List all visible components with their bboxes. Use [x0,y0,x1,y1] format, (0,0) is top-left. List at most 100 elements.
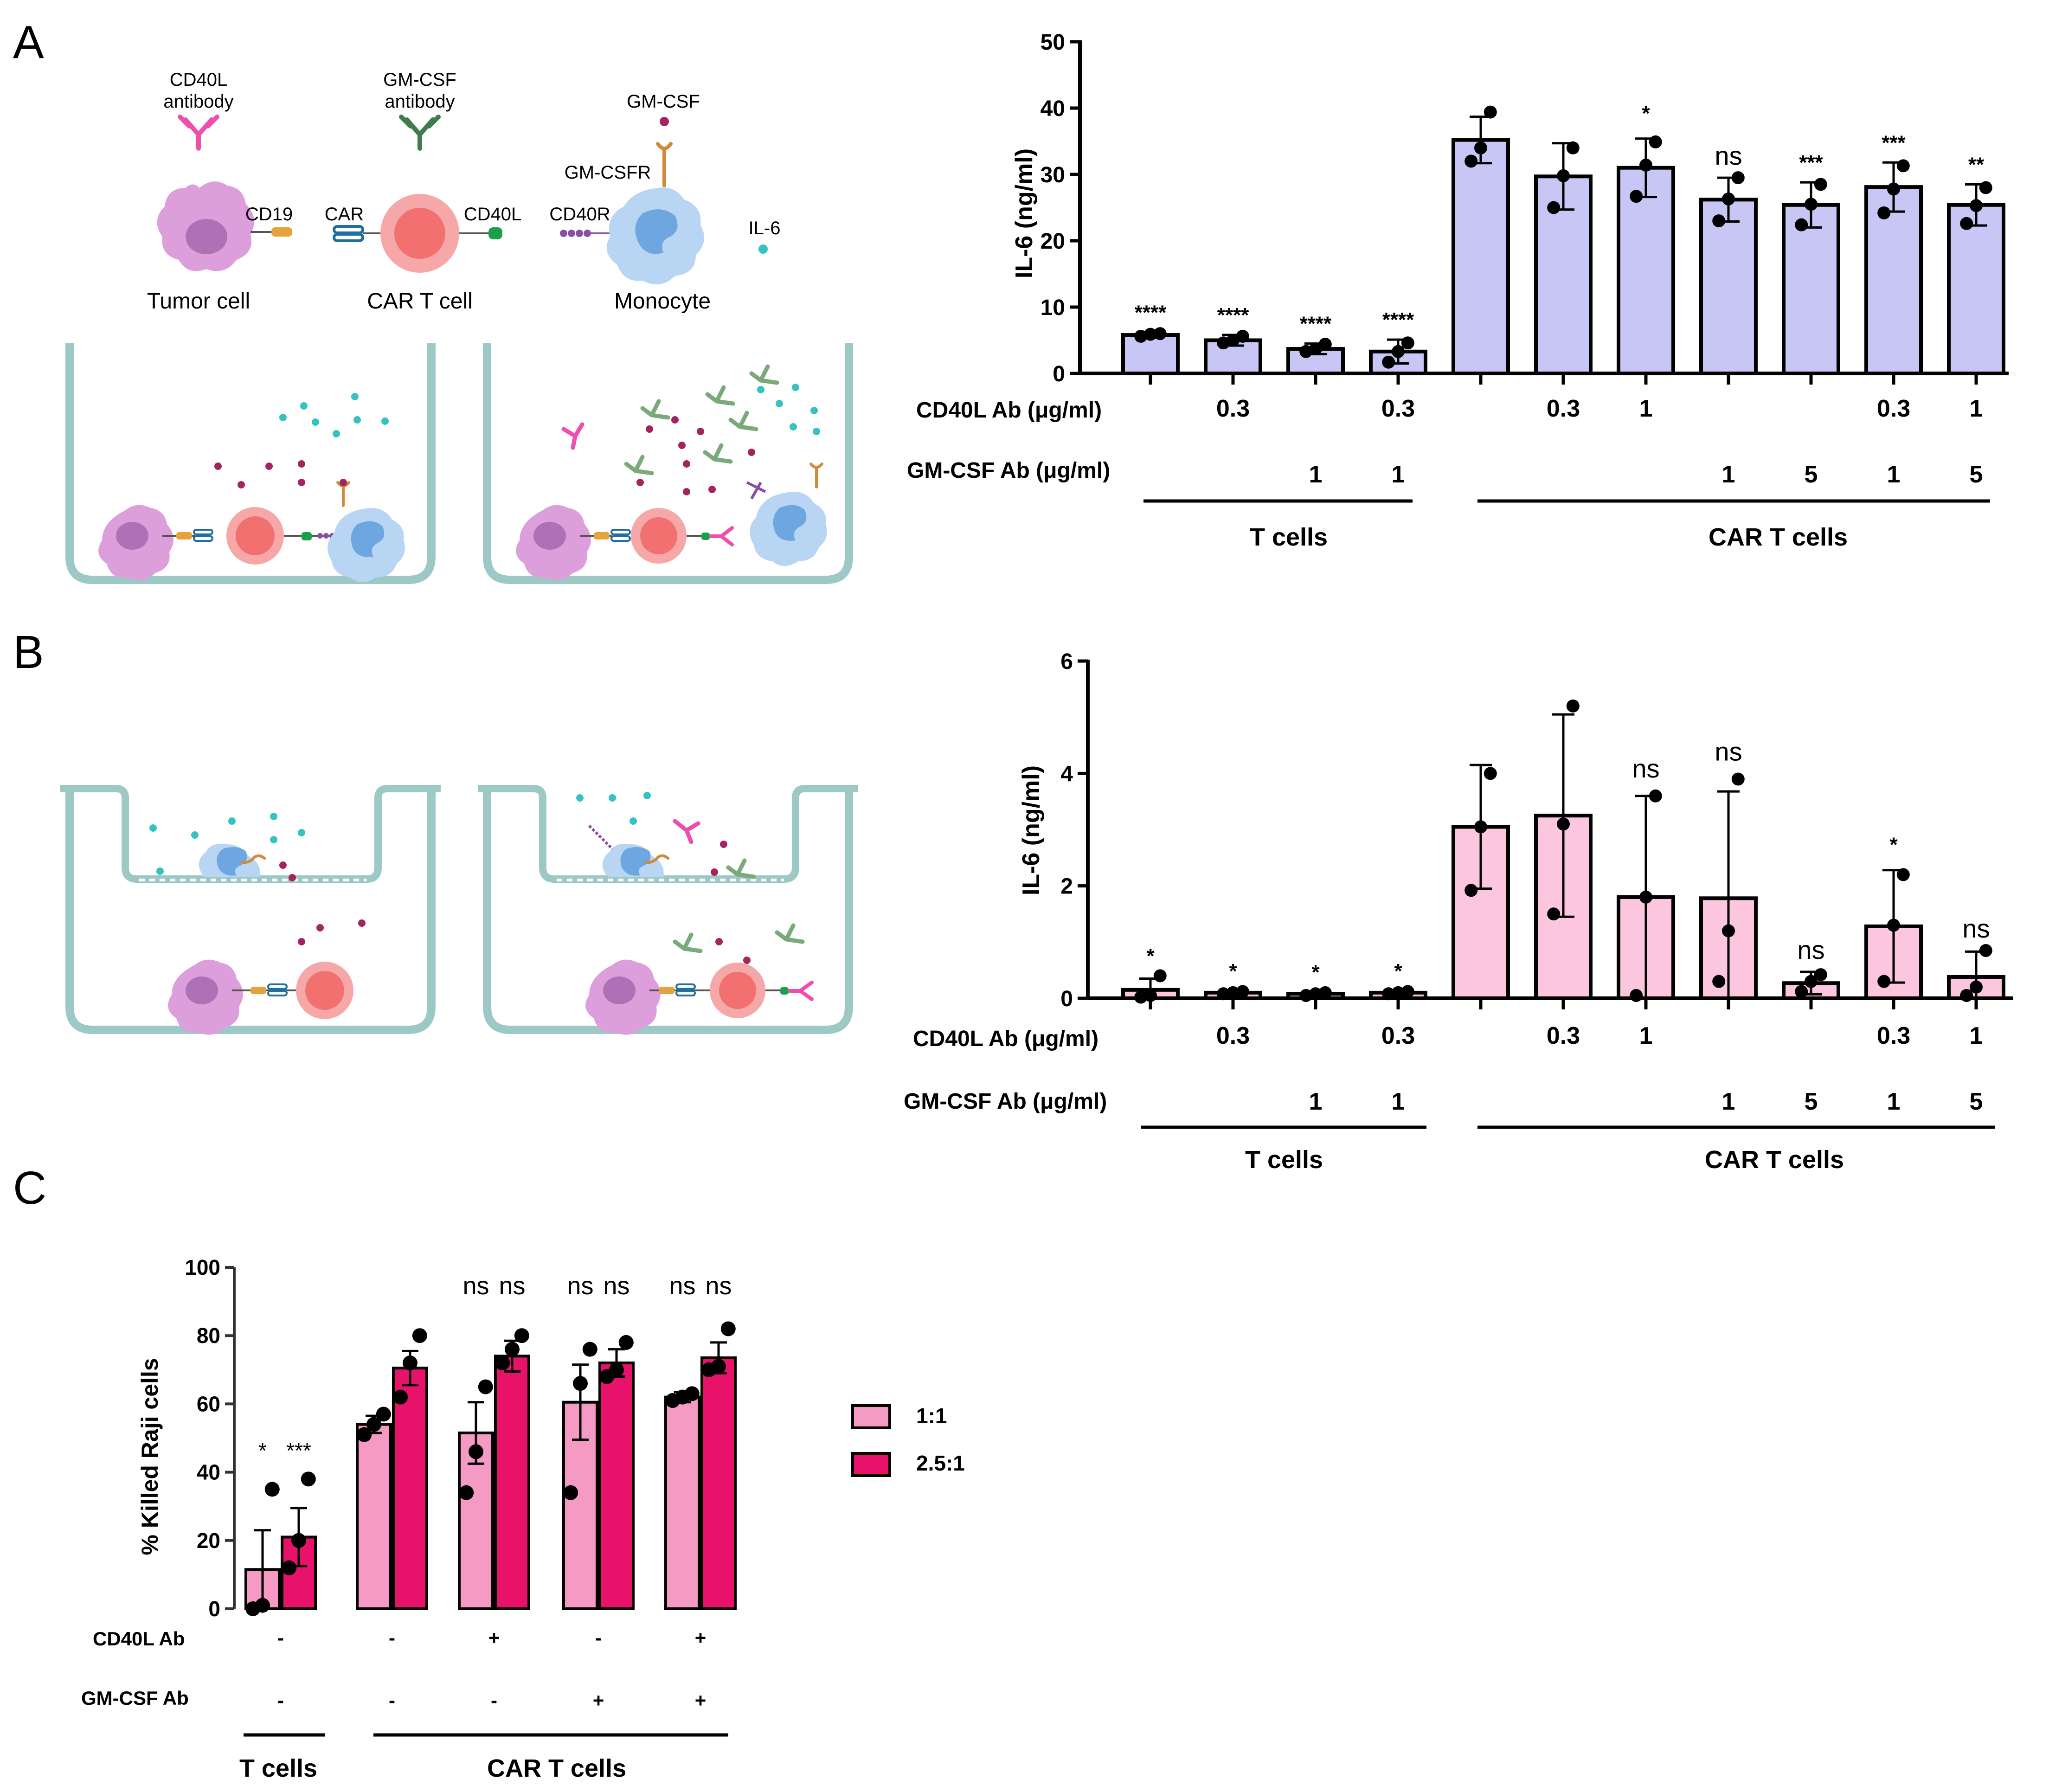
chart-c-ylabel: % Killed Raji cells [137,1358,163,1555]
monocyte-icon [606,187,704,284]
gmcsfr-receptor-icon [656,142,673,187]
chart-c-bar [700,1356,737,1611]
chartA-data-point [1474,141,1487,154]
chartB-data-point [1134,990,1148,1004]
chart-c-row1-cell: + [695,1627,707,1649]
chart-b-sig-label: ns [1715,737,1742,766]
chart-c-group-tcells: T cells [239,1754,317,1782]
chart-a-bars [1121,105,2005,376]
chart-b-row2-values: 1 1 1 5 1 5 [1309,1088,1983,1115]
panel-letter-b: B [13,626,44,678]
chart-c-sig-label: ns [499,1272,525,1300]
tumor-cell-label: Tumor cell [147,289,250,314]
chart-c-bar [664,1395,700,1610]
chart-c-sig-label: ns [705,1272,732,1300]
chart-c-data-point [514,1328,529,1343]
chart-a-ytick: 20 [1041,229,1065,254]
chart-c: % Killed Raji cells 0 20 40 60 80 100 * … [81,1255,965,1782]
chartB-data-point [1649,789,1662,803]
chart-c-data-point [609,1362,624,1377]
chart-c-data-point [495,1355,510,1371]
chartB-data-point [1236,985,1249,998]
chart-a-group-cart: CAR T cells [1709,523,1848,551]
chart-b-row1-values: 0.3 0.3 0.3 1 0.3 1 [1216,1022,1983,1049]
insert-b-right [478,785,858,883]
chartB-data-point [1795,985,1808,998]
chart-a-group-tcells: T cells [1250,523,1328,551]
chart-b-row1-cell: 1 [1970,1022,1983,1049]
chart-c-data-point [711,1359,726,1374]
chart-c-ytick: 100 [185,1255,220,1279]
chart-a-significance: **** **** **** **** * ns *** *** ** *** [0,0,1985,335]
chart-c-ytick: 40 [197,1460,220,1484]
chart-a-sig-label: **** [1217,304,1249,327]
chartA-data-point [1630,190,1643,203]
car-t-cell-icon [380,194,459,273]
chartB-data-point [1153,969,1167,983]
chart-b-row2-cell: 1 [1392,1088,1405,1115]
well-a-left [65,343,436,584]
chart-c-data-point [505,1342,520,1357]
chartA-data-point [1392,345,1405,358]
well-a-right [483,343,853,584]
chart-c-sig-label: ns [603,1272,629,1300]
chart-b-ytick: 6 [1060,649,1073,674]
chart-c-data-point [403,1355,418,1371]
chart-c-row2-cell: + [593,1689,604,1711]
legend-label-2-5to1: 2.5:1 [916,1451,965,1475]
chartB-data-point [1227,986,1240,999]
well-b-left-cells [149,813,366,1035]
chart-b-row2-cell: 1 [1722,1088,1735,1115]
panel-letter-c: C [13,1162,46,1214]
chartB-data-point [1484,767,1497,780]
chartA-data-point [1153,327,1167,340]
chart-a-row2-cell: 1 [1392,461,1405,488]
chart-a-row1-cell: 1 [1639,395,1653,422]
chartA-data-point [1814,178,1827,191]
well-a-right-cells [516,364,827,580]
chartB-data-point [1877,975,1891,988]
chartB-data-point [1712,975,1726,988]
cd40r-label: CD40R [549,204,610,225]
cd19-receptor-icon [251,227,292,237]
chart-c-sig-label: * [258,1439,267,1463]
legend-swatch-2-5to1 [851,1452,891,1477]
chartA-data-point [1795,218,1808,231]
chart-b-sig-label: ns [1797,935,1824,964]
chartA-data-point [1712,214,1726,228]
chart-c-row1-values: - - + - + [277,1627,706,1649]
chart-a-ytick: 0 [1053,362,1065,386]
chartA-data-point [1805,198,1818,211]
chart-c-row1-cell: - [595,1627,602,1649]
chart-c-data-point [478,1379,493,1394]
chart-c-row2-cell: - [389,1689,395,1711]
chartA-data-point [1144,328,1157,341]
chart-b-sig-label: * [1889,834,1898,856]
chart-c-data-point [412,1328,427,1343]
monocyte-label: Monocyte [614,289,711,314]
chart-b-row2-cell: 1 [1309,1088,1323,1115]
chart-c-ytick: 20 [197,1529,220,1553]
chartB-data-point [1401,985,1414,998]
chart-c-data-point [366,1417,381,1432]
chart-c-legend: 1:1 2.5:1 [851,1404,965,1477]
legend-swatch-1to1 [851,1404,891,1429]
chart-b-sig-label: * [0,0,4,5]
il6-dot-icon [758,244,768,254]
chartB-data-point [1639,890,1652,904]
chartA-data-point [1382,355,1395,369]
chart-b-ytick: 4 [1060,762,1073,786]
diagram-b [60,785,858,1035]
chart-a-row1-cell: 0.3 [1877,395,1910,422]
diagram-a: CD40L antibody GM-CSF antibody GM-CSF GM… [65,70,853,584]
chart-a-sig-label: *** [1882,131,1906,154]
car-label: CAR [325,204,364,225]
well-b-right-outer [483,789,853,1034]
chartB-data-point [1896,868,1910,881]
chart-c-bar [356,1423,392,1611]
chart-a-ytick: 10 [1041,295,1065,320]
chart-c-data-point [291,1533,306,1548]
chart-a-sig-label: * [1642,102,1650,125]
chartB-data-point [1144,989,1157,1002]
